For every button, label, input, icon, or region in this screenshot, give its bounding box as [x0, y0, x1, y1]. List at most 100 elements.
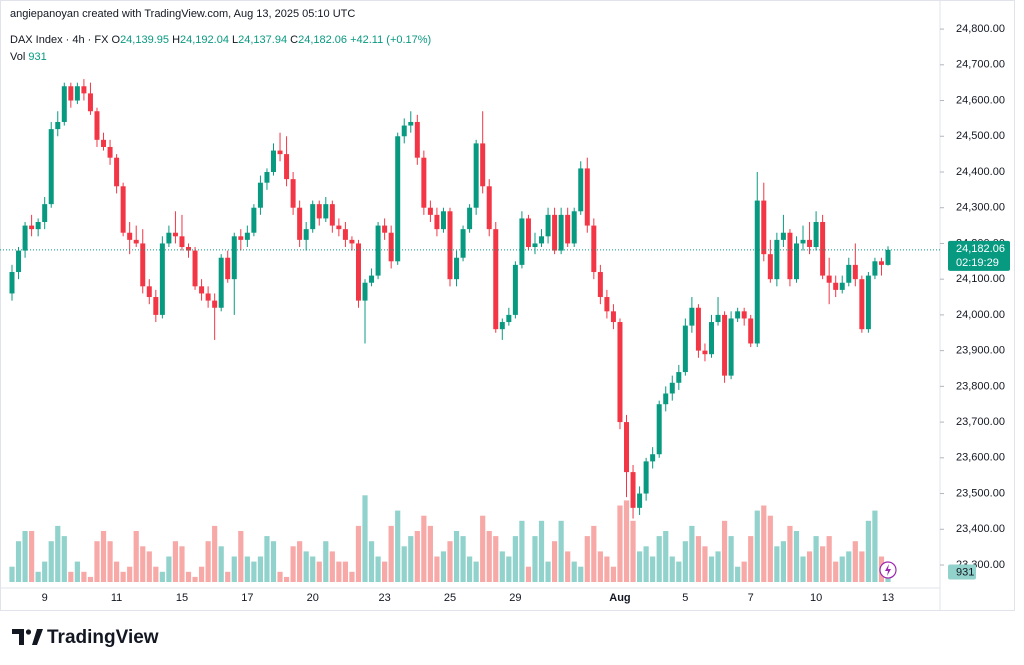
- candle-body: [578, 168, 584, 212]
- y-tick-label: 24,400.00: [956, 166, 1005, 178]
- candle-body: [74, 86, 80, 101]
- volume-bar: [310, 556, 316, 582]
- volume-bar: [558, 520, 564, 582]
- candle-body: [545, 214, 551, 237]
- volume-bar: [15, 541, 22, 582]
- candle-body: [375, 225, 381, 276]
- volume-bar: [453, 531, 460, 582]
- candle-body: [159, 243, 165, 315]
- y-tick-label: 23,800.00: [956, 380, 1005, 392]
- candle-body: [878, 261, 884, 265]
- candle-body: [421, 157, 427, 208]
- x-tick-label: 15: [176, 592, 188, 604]
- volume-bar: [244, 556, 250, 582]
- volume-bar: [565, 551, 571, 582]
- volume-bar: [826, 536, 832, 582]
- candle-body: [454, 257, 460, 280]
- x-tick-label: 5: [682, 592, 688, 604]
- candle-body: [297, 207, 303, 240]
- candle-body: [597, 272, 603, 298]
- volume-bar: [754, 510, 760, 582]
- volume-bar: [395, 510, 401, 582]
- volume-bar: [787, 525, 793, 582]
- candle-body: [473, 143, 479, 208]
- x-tick-label: 20: [307, 592, 319, 604]
- volume-bar: [617, 505, 623, 582]
- candle-body: [728, 318, 734, 376]
- volume-bar: [597, 551, 603, 582]
- volume-bar: [728, 536, 734, 582]
- volume-bar: [133, 531, 139, 582]
- candle-body: [401, 125, 407, 137]
- volume-bar: [741, 561, 747, 582]
- volume-bar: [427, 525, 433, 582]
- y-tick-label: 23,500.00: [956, 487, 1005, 499]
- candle-body: [839, 282, 845, 290]
- volume-bar: [676, 561, 682, 582]
- volume-bar: [283, 576, 290, 582]
- candle-body: [179, 236, 185, 248]
- volume-bar: [225, 571, 231, 582]
- volume-bar: [852, 541, 858, 582]
- candle-body: [493, 229, 499, 330]
- volume-bar: [767, 515, 773, 582]
- volume-bar: [604, 556, 610, 582]
- x-tick-label: 10: [810, 592, 822, 604]
- volume-bar: [519, 520, 525, 582]
- volume-bar: [473, 561, 479, 582]
- candle-body: [787, 232, 793, 280]
- candle-body: [767, 254, 773, 280]
- volume-bar: [506, 556, 512, 582]
- candle-body: [146, 286, 152, 298]
- volume-bar: [682, 541, 688, 582]
- volume-bar: [185, 571, 192, 582]
- volume-bar: [695, 536, 702, 582]
- legend-key: H: [172, 34, 180, 46]
- candle-body: [722, 314, 728, 376]
- candle-body: [251, 207, 257, 233]
- candle-body: [774, 239, 780, 280]
- candle-body: [846, 264, 852, 283]
- candle-body: [192, 250, 198, 287]
- volume-bar: [499, 551, 505, 582]
- candle-body: [316, 204, 322, 219]
- candle-body: [467, 207, 473, 230]
- volume-bar: [551, 541, 558, 582]
- legend-volume-key: Vol: [10, 51, 25, 63]
- candle-body: [826, 275, 832, 283]
- volume-bar: [48, 541, 54, 582]
- volume-bar: [872, 510, 878, 582]
- candle-body: [140, 243, 146, 287]
- volume-bar: [708, 556, 715, 582]
- volume-bar: [859, 551, 865, 582]
- y-tick-label: 24,800.00: [956, 23, 1005, 35]
- candle-body: [284, 154, 290, 180]
- volume-bar: [447, 541, 453, 582]
- candle-body: [506, 314, 512, 323]
- x-tick-label: 29: [509, 592, 521, 604]
- candle-body: [35, 222, 41, 230]
- volume-bar: [545, 561, 551, 582]
- candle-body: [754, 200, 760, 344]
- candle-body: [610, 311, 616, 323]
- y-tick-label: 24,000.00: [956, 309, 1005, 321]
- candle-body: [388, 232, 394, 262]
- candle-body: [68, 86, 74, 101]
- volume-bar: [22, 531, 28, 582]
- volume-bar: [833, 561, 839, 582]
- alert-icon-bolt: [885, 564, 891, 576]
- candle-body: [81, 86, 87, 94]
- volume-bar: [35, 571, 41, 582]
- candle-body: [689, 307, 695, 326]
- candle-body: [748, 318, 754, 344]
- candle-body: [833, 282, 839, 290]
- volume-bar: [630, 520, 636, 582]
- candle-body: [87, 93, 93, 112]
- legend-value: 24,182.06: [298, 34, 347, 46]
- last-price-label: 24,182.06: [956, 243, 1005, 255]
- candle-body: [532, 243, 538, 248]
- candle-body: [813, 222, 819, 248]
- candle-body: [166, 232, 172, 244]
- volume-bar: [748, 536, 754, 582]
